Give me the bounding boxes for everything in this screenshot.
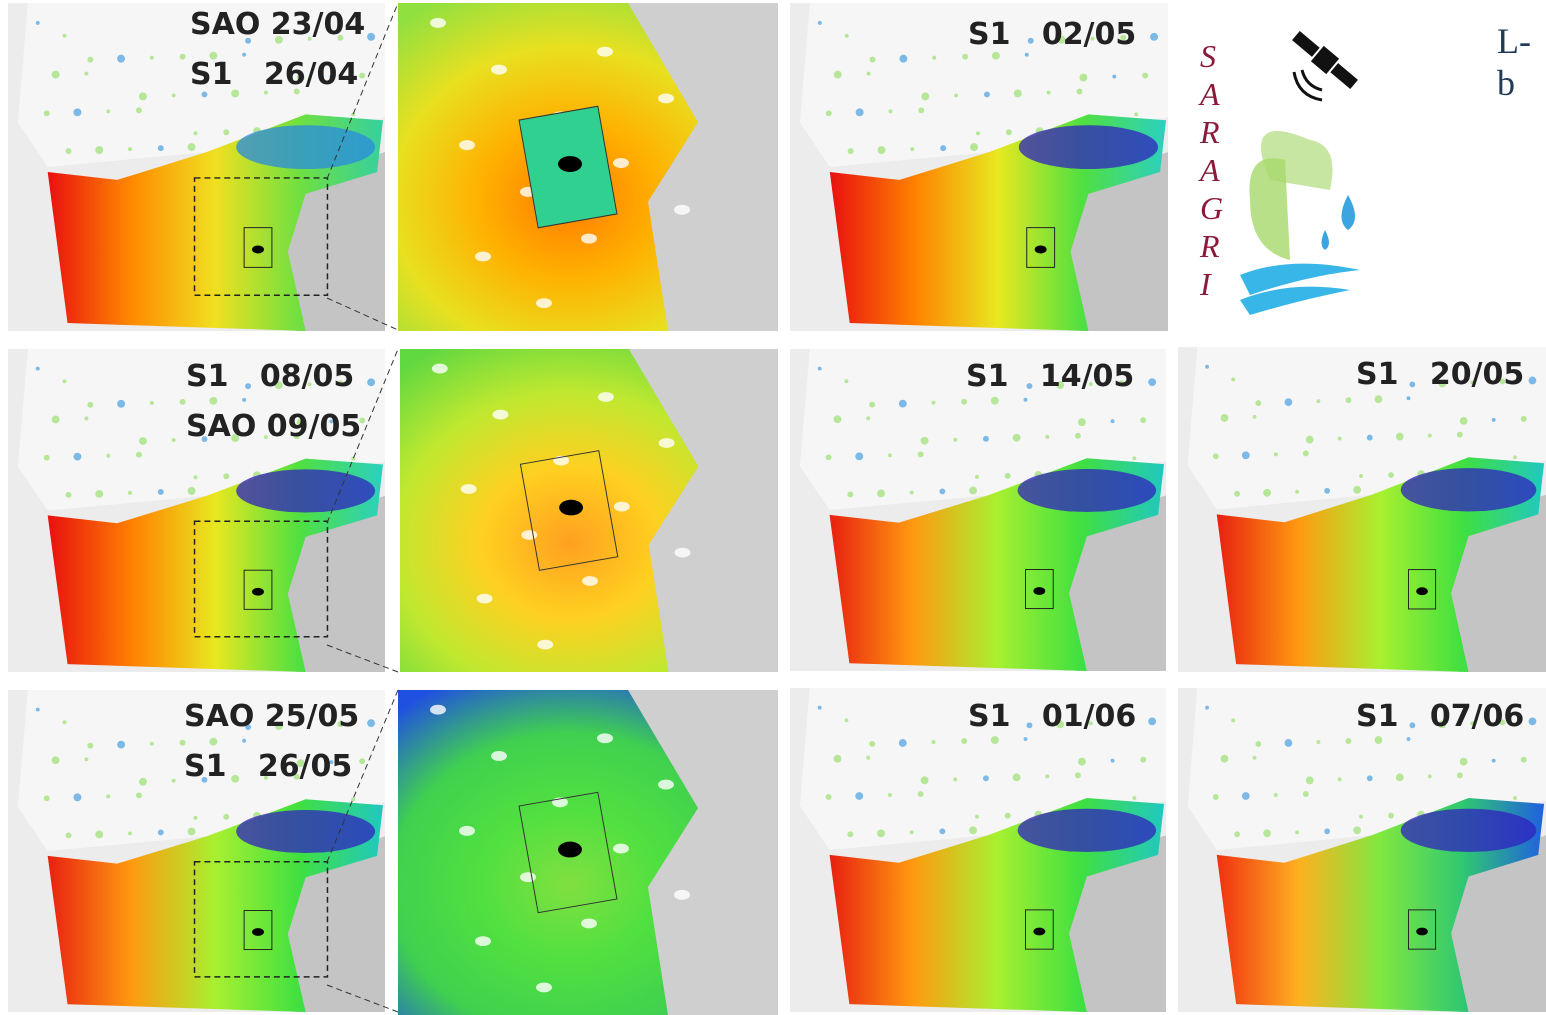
map-panel: S1 14/05 [790,349,1166,671]
date-label: SAO 09/05 [186,402,361,452]
zoom-panel [398,3,778,331]
map-panel: S1 01/06 [790,688,1166,1012]
map-panel: S1 02/05 [790,3,1168,331]
date-label: S1 26/05 [184,742,359,792]
date-label: S1 26/04 [190,50,365,100]
logo-letter: A [1200,152,1220,189]
date-label: S1 14/05 [966,352,1134,402]
panel-label: S1 01/06 [968,692,1136,742]
logo-letter: G [1200,190,1223,227]
map-image [398,690,778,1015]
panel-label: S1 20/05 [1356,350,1524,400]
zoom-panel [400,349,778,672]
logo-letter: R [1200,114,1220,151]
panel-label: S1 07/06 [1356,692,1524,742]
panel-label: S1 14/05 [966,352,1134,402]
map-image [398,3,778,331]
map-panel: S1 07/06 [1178,688,1546,1012]
date-label: SAO 25/05 [184,692,359,742]
logo-letter: R [1200,228,1220,265]
panel-label: S1 02/05 [968,10,1136,60]
logo-letter: S [1200,38,1216,75]
header-text: L-b [1497,20,1546,104]
map-panel: S1 20/05 [1178,347,1546,672]
logo-letter: A [1200,76,1220,113]
date-label: S1 01/06 [968,692,1136,742]
zoom-panel [398,690,778,1015]
date-label: SAO 23/04 [190,3,365,50]
map-image [400,349,778,672]
logo-graphic [1230,20,1390,320]
date-label: S1 20/05 [1356,350,1524,400]
date-label: S1 02/05 [968,10,1136,60]
logo-letter: I [1200,266,1211,303]
date-label: S1 08/05 [186,352,361,402]
date-label: S1 07/06 [1356,692,1524,742]
page: SAO 23/04S1 26/04 S1 02/05 S1 08/05SAO 09/… [0,0,1546,1015]
